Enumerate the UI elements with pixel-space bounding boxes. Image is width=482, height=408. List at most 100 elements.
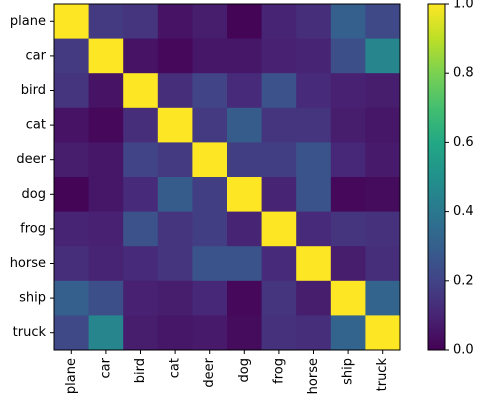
heatmap-cell-bird-ship: [330, 73, 366, 109]
heatmap-cell-horse-frog: [261, 246, 297, 282]
heatmap-cell-dog-dog: [227, 177, 262, 212]
heatmap-cell-horse-dog: [227, 246, 262, 282]
heatmap-cell-dog-deer: [192, 177, 228, 212]
heatmap-cell-dog-truck: [365, 177, 401, 212]
heatmap-cell-dog-cat: [157, 177, 193, 212]
heatmap-cell-deer-cat: [157, 142, 193, 178]
heatmap-cell-cat-truck: [365, 107, 401, 143]
heatmap-cell-plane-plane: [54, 4, 89, 39]
heatmap-cell-car-bird: [123, 38, 159, 74]
heatmap-cell-plane-deer: [192, 4, 228, 39]
x-tick-label: car: [98, 357, 113, 378]
heatmap-cell-ship-plane: [54, 280, 89, 316]
heatmap-cell-plane-frog: [261, 4, 297, 39]
heatmap-cell-car-dog: [227, 38, 262, 74]
heatmap-cell-dog-plane: [54, 177, 89, 212]
heatmap-cell-ship-horse: [296, 280, 332, 316]
heatmap-cell-plane-bird: [123, 4, 159, 39]
x-tick-label: horse: [306, 358, 321, 394]
heatmap-cell-car-car: [88, 38, 124, 74]
heatmap-cell-dog-ship: [330, 177, 366, 212]
y-tick-label: deer: [16, 152, 46, 167]
heatmap-cell-truck-truck: [365, 315, 401, 351]
heatmap-cell-bird-horse: [296, 73, 332, 109]
x-tick-label: deer: [202, 357, 217, 387]
heatmap-cell-truck-plane: [54, 315, 89, 351]
x-tick-label: cat: [168, 358, 183, 378]
heatmap-cell-plane-dog: [227, 4, 262, 39]
x-tick-label: bird: [133, 358, 148, 383]
colorbar-tick-label: 0.8: [453, 66, 474, 81]
colorbar-ticks: 0.0 0.2 0.4 0.6 0.8 1.0: [445, 0, 474, 358]
heatmap-cell-ship-dog: [227, 280, 262, 316]
x-tick-label: plane: [64, 358, 79, 394]
y-tick-label: dog: [22, 187, 46, 202]
heatmap-cell-frog-horse: [296, 211, 332, 247]
heatmap-cell-ship-ship: [330, 280, 366, 316]
colorbar-tick-label: 0.0: [453, 343, 474, 358]
heatmap-cell-truck-horse: [296, 315, 332, 351]
heatmap-cell-horse-bird: [123, 246, 159, 282]
heatmap-cell-deer-car: [88, 142, 124, 178]
heatmap-cell-ship-bird: [123, 280, 159, 316]
heatmap-cell-cat-horse: [296, 107, 332, 143]
heatmap-cell-deer-frog: [261, 142, 297, 178]
heatmap-cell-cat-car: [88, 107, 124, 143]
heatmap-cell-deer-deer: [192, 142, 228, 178]
heatmap-cell-deer-truck: [365, 142, 401, 178]
x-tick-label: truck: [375, 358, 390, 392]
heatmap-cell-horse-cat: [157, 246, 193, 282]
heatmap-cell-horse-horse: [296, 246, 332, 282]
heatmap-cell-dog-car: [88, 177, 124, 212]
heatmap-cell-ship-car: [88, 280, 124, 316]
x-tick-labels: plane car bird cat deer dog frog horse ship truck: [64, 350, 390, 394]
heatmap-cell-cat-frog: [261, 107, 297, 143]
heatmap-cell-cat-cat: [157, 107, 193, 143]
heatmap-cell-truck-deer: [192, 315, 228, 351]
heatmap-cell-plane-ship: [330, 4, 366, 39]
heatmap-cell-ship-cat: [157, 280, 193, 316]
heatmap-cell-frog-dog: [227, 211, 262, 247]
heatmap-cell-car-horse: [296, 38, 332, 74]
y-tick-label: frog: [20, 221, 46, 236]
heatmap-cell-frog-ship: [330, 211, 366, 247]
heatmap-cell-deer-dog: [227, 142, 262, 178]
heatmap-cell-plane-horse: [296, 4, 332, 39]
heatmap-cell-cat-deer: [192, 107, 228, 143]
heatmap-cell-bird-deer: [192, 73, 228, 109]
heatmap-cell-car-cat: [157, 38, 193, 74]
heatmap-cell-plane-cat: [157, 4, 193, 39]
colorbar-tick-label: 0.4: [453, 204, 474, 219]
heatmap-cell-dog-frog: [261, 177, 297, 212]
heatmap-cell-bird-plane: [54, 73, 89, 109]
heatmap-cell-truck-dog: [227, 315, 262, 351]
x-tick-label: frog: [271, 358, 286, 384]
heatmap-cell-ship-frog: [261, 280, 297, 316]
heatmap-cell-frog-truck: [365, 211, 401, 247]
heatmap-cells: [54, 4, 401, 351]
y-tick-label: truck: [13, 325, 47, 340]
heatmap-cell-plane-car: [88, 4, 124, 39]
heatmap-cell-bird-dog: [227, 73, 262, 109]
heatmap-cell-bird-frog: [261, 73, 297, 109]
heatmap-cell-frog-frog: [261, 211, 297, 247]
y-tick-label: cat: [26, 118, 46, 133]
x-tick-label: ship: [341, 358, 356, 385]
y-tick-label: ship: [19, 291, 46, 306]
heatmap-cell-ship-truck: [365, 280, 401, 316]
y-tick-labels: plane car bird cat deer dog frog horse ship truck: [10, 14, 54, 340]
heatmap-cell-bird-truck: [365, 73, 401, 109]
heatmap-cell-frog-cat: [157, 211, 193, 247]
heatmap-cell-deer-bird: [123, 142, 159, 178]
heatmap-cell-bird-bird: [123, 73, 159, 109]
heatmap-cell-truck-ship: [330, 315, 366, 351]
heatmap-cell-car-frog: [261, 38, 297, 74]
heatmap-cell-dog-bird: [123, 177, 159, 212]
heatmap-cell-car-plane: [54, 38, 89, 74]
heatmap-cell-car-deer: [192, 38, 228, 74]
colorbar-tick-label: 0.2: [453, 273, 474, 288]
heatmap-cell-deer-ship: [330, 142, 366, 178]
heatmap-cell-horse-plane: [54, 246, 89, 282]
heatmap-cell-cat-ship: [330, 107, 366, 143]
